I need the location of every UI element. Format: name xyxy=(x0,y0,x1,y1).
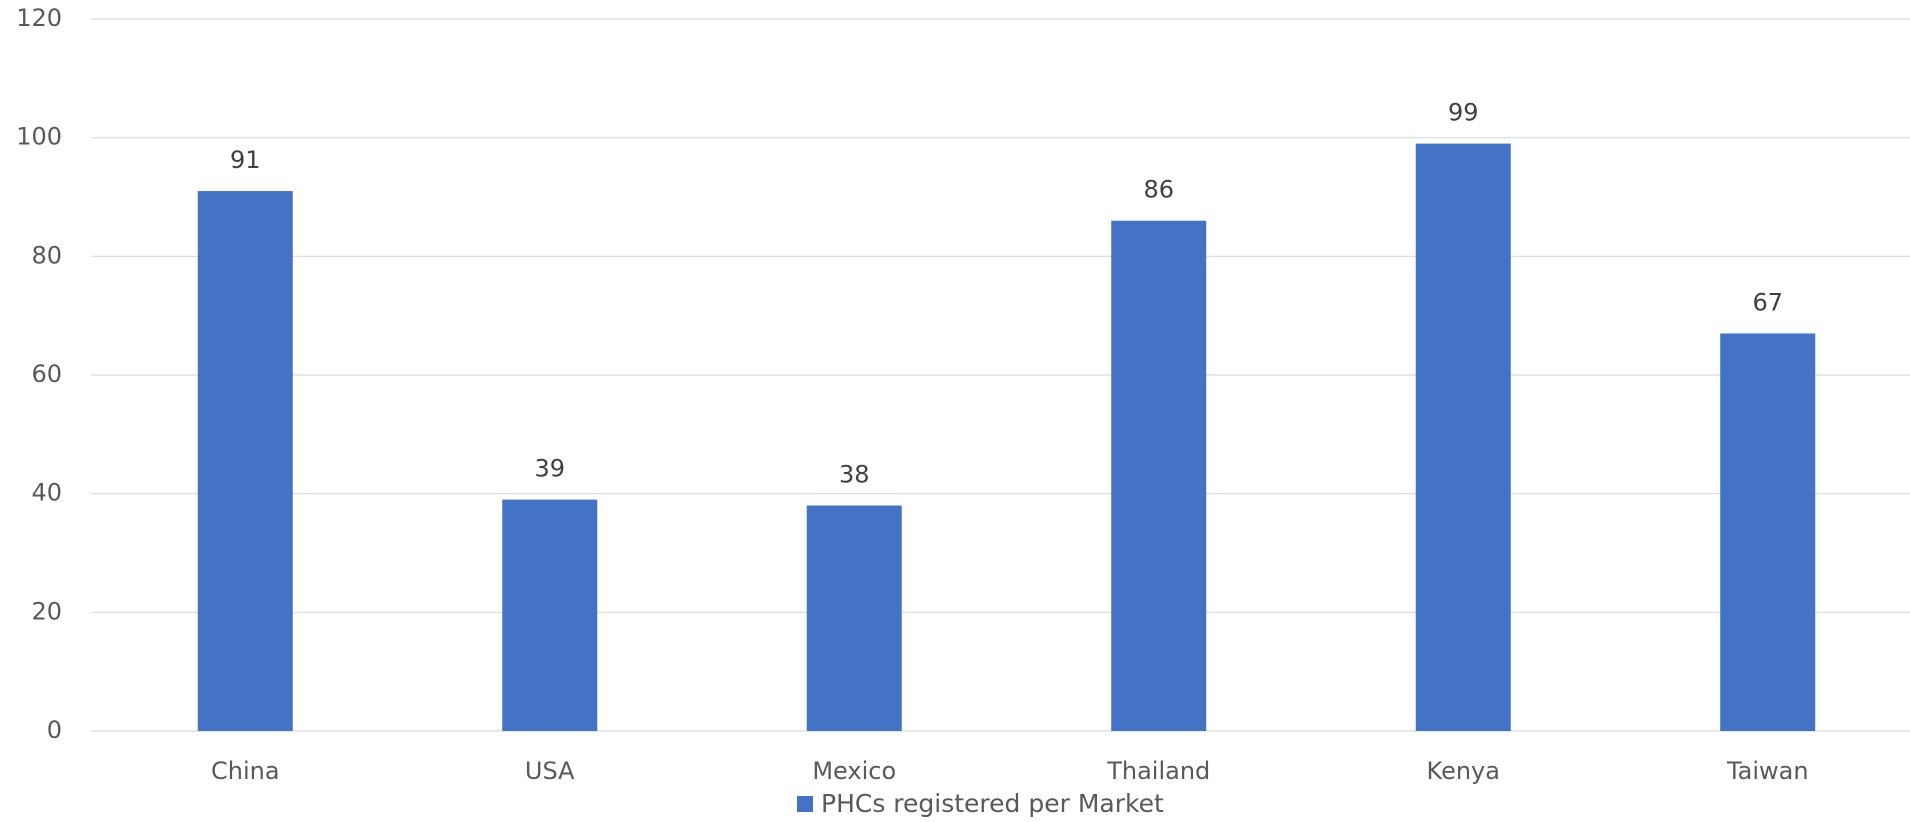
x-tick-label: China xyxy=(211,757,280,785)
bar xyxy=(806,505,902,731)
bar xyxy=(1415,143,1511,732)
legend-label: PHCs registered per Market xyxy=(821,789,1164,818)
bar xyxy=(1720,333,1816,731)
y-tick-label: 120 xyxy=(16,4,62,32)
data-label: 67 xyxy=(1752,288,1783,316)
data-label: 86 xyxy=(1143,176,1174,204)
legend-swatch xyxy=(797,796,813,812)
y-tick-label: 20 xyxy=(31,597,62,625)
bar xyxy=(1111,220,1207,731)
bar xyxy=(502,499,598,731)
x-tick-label: Thailand xyxy=(1106,757,1210,785)
y-tick-label: 60 xyxy=(31,360,62,388)
x-tick-label: Taiwan xyxy=(1726,757,1809,785)
y-tick-label: 80 xyxy=(31,241,62,269)
bar xyxy=(197,191,293,732)
data-label: 38 xyxy=(839,461,870,489)
data-label: 39 xyxy=(534,455,565,483)
x-tick-label: USA xyxy=(525,757,575,785)
y-tick-label: 100 xyxy=(16,123,62,151)
x-tick-label: Mexico xyxy=(812,757,896,785)
y-tick-label: 0 xyxy=(47,716,62,744)
data-label: 91 xyxy=(230,146,261,174)
x-tick-label: Kenya xyxy=(1427,757,1500,785)
y-tick-label: 40 xyxy=(31,479,62,507)
data-label: 99 xyxy=(1448,99,1479,127)
